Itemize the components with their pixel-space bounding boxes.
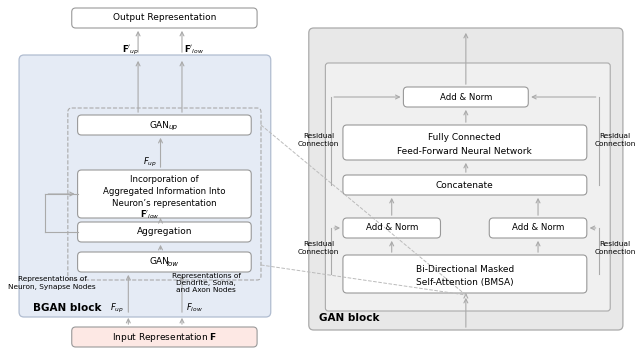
FancyBboxPatch shape bbox=[72, 327, 257, 347]
FancyBboxPatch shape bbox=[403, 87, 528, 107]
Text: $\mathbf{F'}_{low}$: $\mathbf{F'}_{low}$ bbox=[140, 209, 159, 221]
Text: Input Representation $\mathbf{F}$: Input Representation $\mathbf{F}$ bbox=[112, 331, 217, 344]
Text: Neuron’s representation: Neuron’s representation bbox=[112, 199, 217, 209]
Text: Residual
Connection: Residual Connection bbox=[595, 241, 636, 254]
Text: Aggregated Information Into: Aggregated Information Into bbox=[103, 187, 226, 197]
Text: Feed-Forward Neural Network: Feed-Forward Neural Network bbox=[397, 146, 532, 155]
FancyBboxPatch shape bbox=[77, 222, 252, 242]
Text: GAN block: GAN block bbox=[319, 313, 379, 323]
FancyBboxPatch shape bbox=[325, 63, 610, 311]
Text: Fully Connected: Fully Connected bbox=[429, 134, 501, 142]
FancyBboxPatch shape bbox=[19, 55, 271, 317]
FancyBboxPatch shape bbox=[308, 28, 623, 330]
FancyBboxPatch shape bbox=[343, 218, 440, 238]
Text: Add & Norm: Add & Norm bbox=[512, 223, 564, 233]
Text: GAN: GAN bbox=[150, 257, 170, 266]
Text: up: up bbox=[169, 124, 178, 130]
FancyBboxPatch shape bbox=[343, 255, 587, 293]
Text: Residual
Connection: Residual Connection bbox=[298, 134, 339, 146]
FancyBboxPatch shape bbox=[343, 175, 587, 195]
Text: BGAN block: BGAN block bbox=[33, 303, 101, 313]
Text: Aggregation: Aggregation bbox=[137, 228, 192, 237]
Text: Add & Norm: Add & Norm bbox=[365, 223, 418, 233]
Text: Bi-Directional Masked: Bi-Directional Masked bbox=[416, 265, 514, 273]
Text: Incorporation of: Incorporation of bbox=[130, 175, 199, 185]
Text: Output Representation: Output Representation bbox=[113, 13, 216, 23]
FancyBboxPatch shape bbox=[77, 170, 252, 218]
Text: Add & Norm: Add & Norm bbox=[440, 92, 492, 102]
FancyBboxPatch shape bbox=[343, 125, 587, 160]
Text: $F_{up}$: $F_{up}$ bbox=[143, 155, 157, 169]
FancyBboxPatch shape bbox=[77, 115, 252, 135]
Text: Residual
Connection: Residual Connection bbox=[595, 134, 636, 146]
Text: $F_{low}$: $F_{low}$ bbox=[186, 302, 203, 314]
Text: Residual
Connection: Residual Connection bbox=[298, 241, 339, 254]
Text: $F_{up}$: $F_{up}$ bbox=[109, 301, 124, 314]
FancyBboxPatch shape bbox=[72, 8, 257, 28]
FancyBboxPatch shape bbox=[489, 218, 587, 238]
Text: Self-Attention (BMSA): Self-Attention (BMSA) bbox=[416, 277, 514, 286]
Text: $\mathbf{F'}_{low}$: $\mathbf{F'}_{low}$ bbox=[184, 44, 204, 56]
Text: Representations of
Neuron, Synapse Nodes: Representations of Neuron, Synapse Nodes bbox=[8, 277, 96, 289]
Text: Concatenate: Concatenate bbox=[436, 181, 493, 190]
Text: GAN: GAN bbox=[150, 120, 170, 130]
FancyBboxPatch shape bbox=[77, 252, 252, 272]
Text: low: low bbox=[167, 261, 179, 267]
Text: Representations of
Dendrite, Soma,
and Axon Nodes: Representations of Dendrite, Soma, and A… bbox=[172, 273, 241, 293]
Text: $\mathbf{F'}_{up}$: $\mathbf{F'}_{up}$ bbox=[122, 43, 139, 56]
